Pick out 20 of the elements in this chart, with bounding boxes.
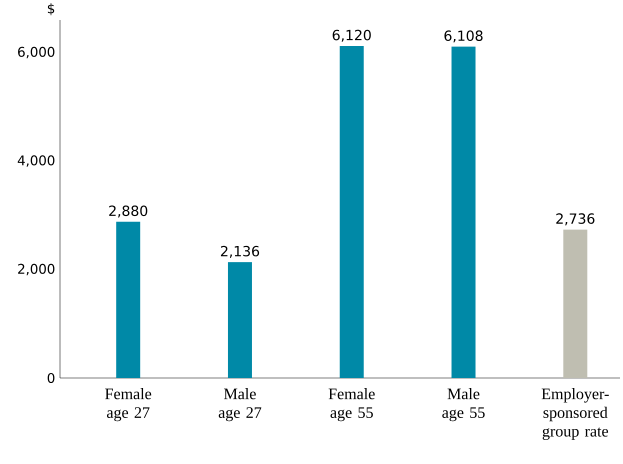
bar <box>340 46 364 378</box>
bar <box>228 262 252 378</box>
data-label: 6,108 <box>444 30 483 42</box>
y-tick-label: 2,000 <box>18 264 54 276</box>
data-label: 2,736 <box>556 213 594 226</box>
bar <box>116 222 140 378</box>
x-tick-label: Female age 27 <box>105 388 152 422</box>
x-tick-label: Male age 27 <box>218 388 262 422</box>
bar <box>563 230 588 378</box>
y-tick-label: 6,000 <box>18 46 54 58</box>
y-tick-label: 4,000 <box>18 155 54 167</box>
data-label: 6,120 <box>332 30 371 42</box>
x-tick-label: Female age 55 <box>328 388 375 422</box>
y-tick-label: 0 <box>48 372 54 384</box>
bar <box>452 46 476 378</box>
y-axis-title: $ <box>48 3 54 16</box>
x-tick-label: Male age 55 <box>442 388 485 422</box>
data-label: 2,136 <box>220 246 260 258</box>
data-label: 2,880 <box>109 205 148 218</box>
x-tick-label: Employer-sponsored group rate <box>542 388 609 440</box>
